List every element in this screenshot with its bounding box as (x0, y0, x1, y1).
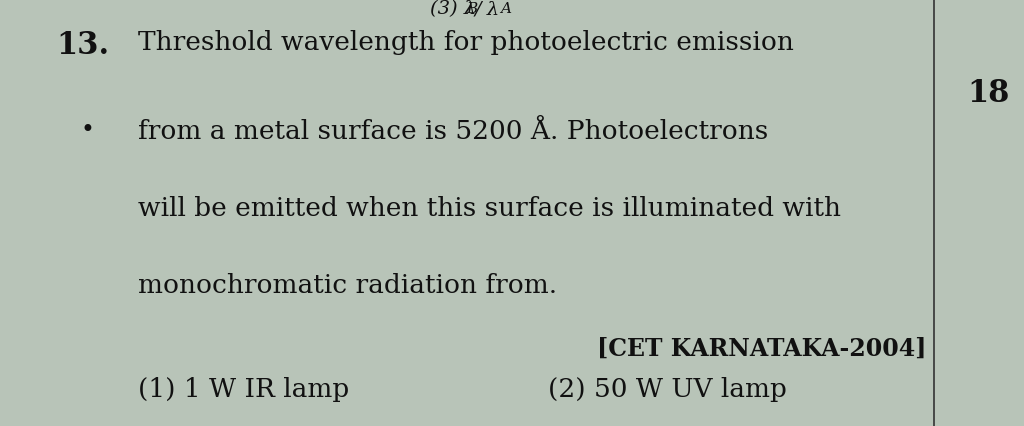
Text: (1) 1 W IR lamp: (1) 1 W IR lamp (138, 377, 349, 402)
Text: from a metal surface is 5200 Å. Photoelectrons: from a metal surface is 5200 Å. Photoele… (138, 119, 768, 144)
Text: 13.: 13. (56, 30, 110, 61)
Text: monochromatic radiation from.: monochromatic radiation from. (138, 273, 557, 298)
Text: B: B (466, 2, 477, 16)
Text: [CET KARNATAKA-2004]: [CET KARNATAKA-2004] (597, 337, 927, 360)
Text: •: • (80, 119, 94, 142)
Text: will be emitted when this surface is illuminated with: will be emitted when this surface is ill… (138, 196, 842, 221)
Text: (3) λ: (3) λ (430, 0, 476, 18)
Text: (2) 50 W UV lamp: (2) 50 W UV lamp (548, 377, 786, 402)
Text: Threshold wavelength for photoelectric emission: Threshold wavelength for photoelectric e… (138, 30, 795, 55)
Text: A: A (500, 2, 511, 16)
Text: / λ: / λ (474, 0, 500, 18)
Text: 18: 18 (967, 78, 1010, 109)
